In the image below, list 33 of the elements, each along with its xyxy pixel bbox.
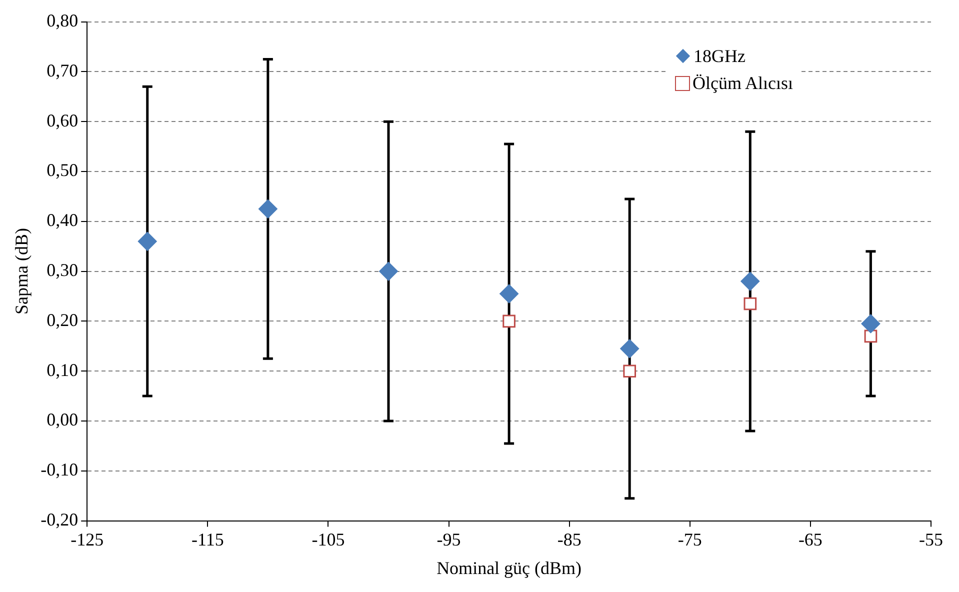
x-tick-label: -105 — [312, 529, 345, 550]
y-tick-label: -0,10 — [40, 460, 78, 480]
point — [744, 297, 757, 310]
point — [620, 339, 640, 358]
y-tick-label: -0,20 — [40, 510, 78, 530]
y-axis-title: Sapma (dB) — [12, 228, 32, 315]
x-tick-label: -75 — [678, 529, 702, 550]
legend-label: 18GHz — [694, 46, 746, 67]
y-tick-label: 0,60 — [46, 110, 78, 130]
y-tick-label: 0,00 — [46, 410, 78, 430]
x-tick-label: -85 — [557, 529, 582, 550]
point — [378, 262, 398, 281]
y-tick-label: 0,80 — [46, 10, 78, 31]
point — [861, 314, 880, 334]
y-tick-label: 0,10 — [46, 360, 78, 380]
point — [258, 199, 278, 218]
x-tick-label: -125 — [70, 529, 104, 550]
y-tick-label: 0,40 — [46, 210, 78, 230]
y-tick-label: 0,30 — [46, 260, 78, 280]
x-tick-label: -115 — [191, 529, 224, 550]
y-tick-label: 0,50 — [46, 160, 78, 180]
x-tick-label: -95 — [436, 529, 461, 550]
y-tick-label: 0,20 — [46, 310, 78, 330]
point — [502, 314, 516, 328]
point — [623, 364, 636, 378]
legend-label: Ölçüm Alıcısı — [692, 72, 793, 94]
y-tick-label: 0,70 — [46, 60, 78, 80]
x-tick-label: -65 — [798, 529, 822, 550]
point — [500, 284, 519, 304]
point — [138, 232, 157, 251]
x-tick-label: -55 — [919, 529, 943, 550]
point — [740, 272, 760, 291]
x-axis-title: Nominal güç (dBm) — [436, 558, 582, 578]
